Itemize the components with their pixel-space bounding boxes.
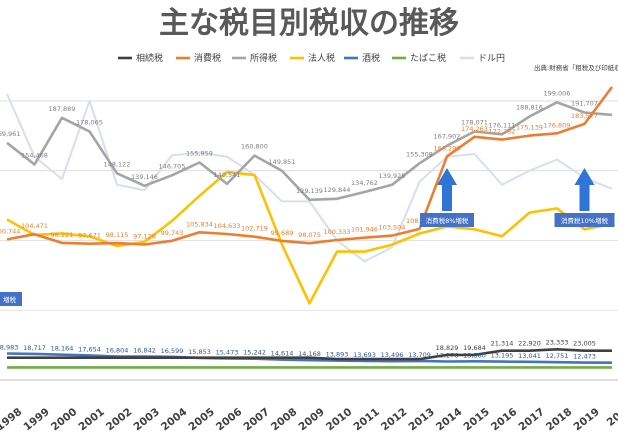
data-label: 100,333: [324, 228, 351, 236]
legend-label: 酒税: [362, 52, 380, 64]
source-note: 出典:財務省「租税及び印紙収: [534, 63, 618, 72]
data-label: 13,380: [463, 351, 486, 359]
data-label: 199,006: [544, 89, 571, 97]
data-label: 104,633: [214, 222, 241, 230]
data-label: 14,614: [271, 350, 294, 358]
data-label: 160,800: [241, 143, 268, 151]
data-label: 12,751: [546, 352, 569, 360]
data-label: 129,844: [324, 186, 351, 194]
data-label: 97,128: [133, 232, 156, 240]
data-label: 16,599: [161, 347, 184, 355]
data-label: 13,496: [381, 351, 404, 359]
data-label: 98,115: [106, 231, 129, 239]
data-label: 176,111: [489, 121, 516, 129]
data-labels: 18,829 19,684 21,314 22,920 23,333 23,005 100,…: [0, 89, 598, 360]
callout-arrow: [437, 168, 457, 211]
data-label: 98,221: [51, 231, 74, 239]
data-label: 183,527: [571, 112, 598, 120]
data-label: 13,276: [436, 351, 459, 359]
data-label: 15,853: [188, 348, 211, 356]
series-line-0: [7, 347, 612, 361]
data-label: 16,804: [106, 347, 129, 355]
data-label: 140,541: [214, 171, 241, 179]
legend-label: 所得税: [250, 52, 277, 64]
data-label: 176,809: [544, 121, 571, 129]
data-label: 18,164: [51, 345, 74, 353]
data-label: 22,920: [518, 340, 541, 348]
data-label: 18,983: [0, 344, 18, 352]
data-label: 155,859: [186, 150, 213, 158]
data-label: 101,946: [351, 226, 378, 234]
data-label: 160,290: [434, 144, 461, 152]
data-label: 103,504: [379, 224, 406, 232]
data-label: 16,842: [133, 346, 156, 354]
data-label: 97,671: [78, 232, 101, 240]
data-label: 105,834: [186, 220, 213, 228]
data-label: 13,709: [408, 351, 431, 359]
data-label: 18,717: [23, 344, 46, 352]
data-label: 148,122: [104, 160, 131, 168]
data-label: 155,308: [406, 150, 433, 158]
data-label: 99,689: [271, 229, 294, 237]
series-line-1: [6, 86, 614, 246]
data-label: 15,473: [216, 348, 239, 356]
data-label: 139,146: [131, 173, 158, 181]
data-label: 146,705: [159, 162, 186, 170]
data-label: 172,282: [489, 128, 516, 136]
data-label: 21,314: [491, 340, 514, 348]
data-label: 18,829: [436, 344, 459, 352]
legend-label: 法人税: [308, 52, 335, 64]
data-label: 23,005: [573, 340, 596, 348]
data-label: 178,071: [461, 119, 488, 127]
callout-arrow: [574, 168, 595, 211]
data-label: 139,925: [379, 172, 406, 180]
data-label: 129,139: [296, 187, 323, 195]
data-label: 102,719: [241, 225, 268, 233]
data-label: 154,468: [21, 151, 48, 159]
callout-box: [420, 213, 474, 227]
chart-title: 主な税目別税収の推移: [159, 6, 459, 41]
legend-label: ドル円: [478, 53, 505, 64]
legend-label: 相続税: [136, 52, 163, 64]
data-label: 99,743: [161, 229, 184, 237]
data-label: 19,684: [463, 344, 486, 352]
data-label: 12,473: [573, 353, 596, 361]
data-label: 187,889: [49, 105, 76, 113]
data-label: 13,693: [353, 351, 376, 359]
callout-box: [554, 213, 615, 227]
callout-text: 消費税10%増税: [561, 216, 608, 225]
data-label: 169,961: [0, 130, 20, 138]
data-label: 167,902: [434, 133, 461, 141]
callout-text: 消費税8%増税: [426, 216, 469, 225]
data-label: 15,242: [243, 349, 266, 357]
data-label: 104,471: [21, 222, 48, 230]
data-label: 149,851: [269, 158, 296, 166]
data-label: 108,293: [406, 217, 433, 225]
legend-label: 消費税: [194, 52, 221, 64]
callout-box: [0, 292, 22, 306]
callout-text: 増税: [3, 295, 17, 304]
data-label: 17,654: [78, 345, 101, 353]
data-label: 13,041: [518, 352, 541, 360]
data-label: 191,707: [571, 100, 598, 108]
data-label: 178,065: [76, 119, 103, 127]
data-label: 175,139: [516, 124, 543, 132]
series-lines: [6, 86, 614, 369]
legend: 相続税 消費税 所得税 法人税 酒税 たばこ税 ドル円: [118, 52, 505, 64]
data-label: 188,816: [516, 104, 543, 112]
data-label: 100,744: [0, 227, 20, 235]
legend-label: たばこ税: [410, 52, 446, 64]
data-label: 14,168: [298, 350, 321, 358]
data-label: 174,263: [461, 125, 488, 133]
series-line-4: [6, 352, 613, 365]
data-label: 134,762: [351, 179, 378, 187]
data-label: 13,893: [326, 351, 349, 359]
data-label: 98,075: [298, 231, 321, 239]
data-label: 23,333: [546, 338, 569, 346]
data-label: 13,195: [491, 352, 514, 360]
